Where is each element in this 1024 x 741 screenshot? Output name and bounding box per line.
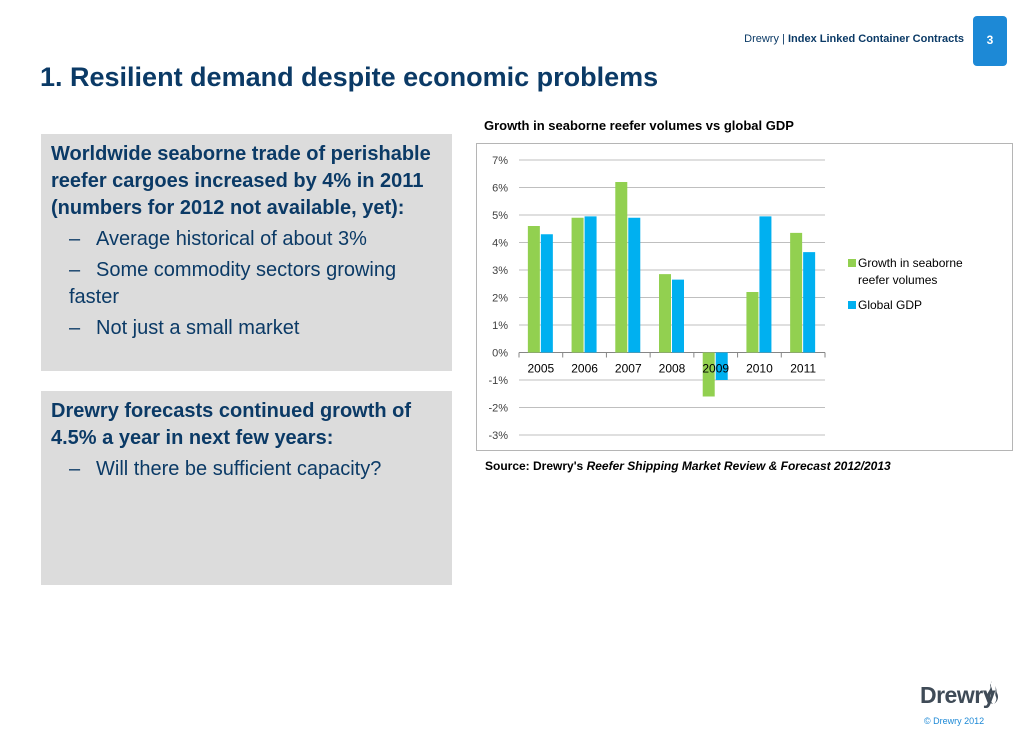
box1-bullet: – Some commodity sectors growing faster	[69, 259, 397, 308]
x-tick-label: 2005	[528, 362, 555, 376]
header-document-name: Index Linked Container Contracts	[787, 33, 964, 45]
bar-reefer	[527, 226, 540, 353]
y-tick-label: 3%	[492, 265, 508, 277]
y-tick-label: -1%	[488, 375, 508, 387]
y-tick-label: 4%	[492, 238, 508, 250]
bar-gdp	[803, 252, 816, 353]
page-number: 3	[986, 33, 994, 47]
bar-reefer	[615, 182, 628, 353]
x-tick-label: 2006	[571, 362, 598, 376]
x-tick-label: 2011	[790, 362, 816, 376]
bar-reefer	[659, 274, 671, 353]
chart-frame: 7% 6% 5% 4% 3% 2% 1% 0% -1% -2% -3% 2005 2006 2007 200…	[476, 143, 1013, 451]
bar-gdp	[672, 279, 684, 353]
x-tick-label: 2009	[702, 362, 729, 376]
legend-label: Global GDP	[858, 298, 922, 312]
x-tick-label: 2007	[615, 362, 642, 376]
bar-gdp	[584, 216, 597, 353]
bar-reefer	[702, 352, 715, 397]
header-brand: Drewry	[744, 33, 779, 45]
source-publication: Reefer Shipping Market Review & Forecast…	[586, 459, 891, 473]
y-tick-label: 1%	[492, 320, 508, 332]
bar-reefer	[571, 217, 584, 353]
bar-reefer	[790, 232, 803, 353]
y-tick-label: -2%	[488, 403, 508, 415]
box1-lead-text: Worldwide seaborne trade of perishable r…	[51, 143, 431, 219]
bar-gdp	[759, 216, 772, 353]
page-title: 1. Resilient demand despite economic pro…	[40, 62, 659, 92]
y-tick-label: 0%	[492, 348, 508, 360]
box1-bullet-text: Some commodity sectors growing faster	[69, 259, 397, 308]
box2-bullet: – Will there be sufficient capacity?	[69, 458, 382, 480]
copyright-text: © Drewry 2012	[924, 716, 985, 726]
bar-gdp	[715, 352, 728, 380]
bar-chart: 7% 6% 5% 4% 3% 2% 1% 0% -1% -2% -3% 2005 2006 2007 200…	[488, 155, 963, 442]
box2-bullet-text: Will there be sufficient capacity?	[96, 458, 382, 480]
box1-bullet: – Not just a small market	[69, 317, 300, 339]
y-tick-label: 5%	[492, 210, 508, 222]
box2-lead-text: Drewry forecasts continued growth of 4.5…	[51, 400, 412, 449]
drewry-logo: Drewry	[920, 681, 1000, 712]
text-box-reefer-trade: Worldwide seaborne trade of perishable r…	[41, 134, 452, 371]
bar-gdp	[540, 234, 553, 353]
y-tick-label: 6%	[492, 183, 508, 195]
chart-source: Source: Drewry's Reefer Shipping Market …	[485, 459, 891, 473]
box1-bullet-text: Not just a small market	[96, 317, 300, 339]
legend-swatch	[848, 301, 856, 309]
legend-swatch	[848, 259, 856, 267]
x-tick-label: 2008	[659, 362, 686, 376]
y-tick-label: 2%	[492, 293, 508, 305]
header-doc-title: Drewry | Index Linked Container Contract…	[744, 33, 964, 45]
bar-reefer	[746, 292, 759, 353]
page-number-tab: 3	[973, 16, 1007, 66]
box1-bullet-text: Average historical of about 3%	[96, 228, 367, 250]
y-tick-label: -3%	[488, 430, 508, 442]
chart-title: Growth in seaborne reefer volumes vs glo…	[484, 118, 794, 133]
y-tick-label: 7%	[492, 155, 508, 167]
legend-label: Growth in seaborne reefer volumes	[858, 256, 963, 287]
x-tick-label: 2010	[746, 362, 773, 376]
source-prefix: Source: Drewry's	[485, 459, 587, 473]
text-box-forecast: Drewry forecasts continued growth of 4.5…	[41, 391, 452, 585]
header-separator: |	[782, 33, 785, 45]
box1-bullet: – Average historical of about 3%	[69, 228, 367, 250]
logo-wordmark: Drewry	[920, 682, 995, 708]
flame-icon	[986, 681, 998, 704]
bar-gdp	[628, 217, 641, 353]
